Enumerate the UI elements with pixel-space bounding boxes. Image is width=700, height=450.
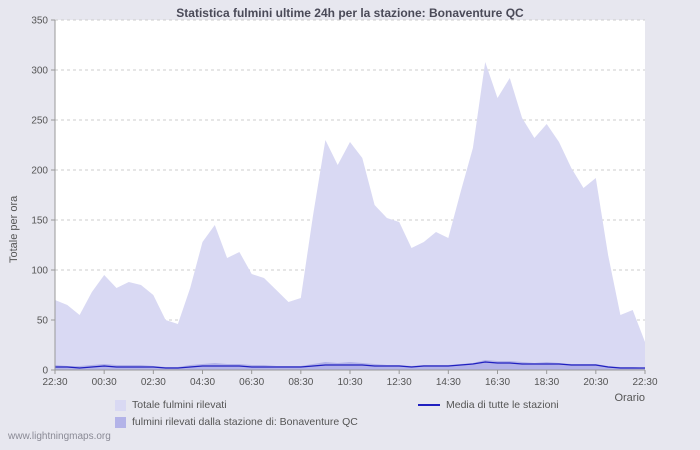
- x-tick-label: 06:30: [239, 377, 264, 388]
- legend-label-total: Totale fulmini rilevati: [132, 399, 227, 411]
- legend-item-media: Media di tutte le stazioni: [418, 399, 559, 411]
- x-tick-label: 10:30: [337, 377, 362, 388]
- x-tick-label: 02:30: [141, 377, 166, 388]
- legend-item-station: fulmini rilevati dalla stazione di: Bona…: [115, 416, 358, 428]
- y-tick-label: 250: [31, 116, 48, 127]
- x-axis-label: Orario: [614, 392, 645, 404]
- watermark-link[interactable]: www.lightningmaps.org: [8, 431, 111, 442]
- media-line: [55, 361, 645, 369]
- x-tick-label: 08:30: [288, 377, 313, 388]
- y-tick-label: 300: [31, 66, 48, 77]
- legend-swatch-station: [115, 416, 126, 428]
- legend-item-total: Totale fulmini rilevati: [115, 399, 227, 411]
- area-series-0: [55, 62, 645, 370]
- x-tick-label: 20:30: [583, 377, 608, 388]
- x-tick-label: 18:30: [534, 377, 559, 388]
- legend-swatch-total: [115, 399, 126, 411]
- y-tick-label: 150: [31, 216, 48, 227]
- x-tick-label: 04:30: [190, 377, 215, 388]
- x-tick-label: 00:30: [92, 377, 117, 388]
- x-tick-label: 22:30: [632, 377, 657, 388]
- x-tick-label: 16:30: [485, 377, 510, 388]
- y-tick-label: 50: [37, 316, 49, 327]
- y-tick-label: 350: [31, 16, 48, 27]
- x-tick-label: 12:30: [387, 377, 412, 388]
- x-tick-label: 22:30: [42, 377, 67, 388]
- x-tick-label: 14:30: [436, 377, 461, 388]
- y-tick-label: 100: [31, 266, 48, 277]
- y-tick-label: 200: [31, 166, 48, 177]
- legend-label-station: fulmini rilevati dalla stazione di: Bona…: [132, 416, 358, 428]
- chart-title: Statistica fulmini ultime 24h per la sta…: [176, 6, 524, 20]
- legend-label-media: Media di tutte le stazioni: [446, 399, 559, 411]
- y-tick-label: 0: [42, 366, 48, 377]
- legend-line-media: [418, 404, 440, 406]
